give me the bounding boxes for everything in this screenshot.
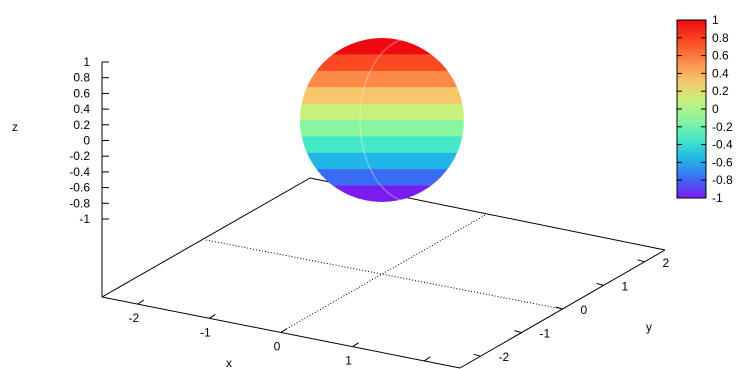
sphere-band <box>300 128 464 137</box>
y-tick-label: 2 <box>663 256 670 270</box>
colorbar-tick-label: 0.4 <box>712 66 729 80</box>
sphere-band <box>300 79 464 88</box>
y-tick-mark <box>637 259 645 263</box>
colorbar-tick-label: -0.4 <box>712 138 733 152</box>
z-tick-label: 1 <box>83 55 90 69</box>
sphere-seam <box>359 38 464 202</box>
sphere-band <box>300 152 464 162</box>
colorbar-tick-label: -1 <box>712 191 723 205</box>
colorbar-tick-label: -0.8 <box>712 173 733 187</box>
colorbar-tick-label: 0 <box>712 102 719 116</box>
sphere-band <box>300 54 464 64</box>
colorbar-tick-label: 0.2 <box>712 84 729 98</box>
sphere-band <box>300 161 464 170</box>
x-tick-mark <box>209 313 216 319</box>
z-tick-label: 0 <box>83 134 90 148</box>
x-tick-label: 1 <box>345 354 352 368</box>
z-tick-label: -0.8 <box>69 196 90 210</box>
colorbar-tick-label: -0.2 <box>712 120 733 134</box>
sphere-band <box>300 136 464 146</box>
sphere-band <box>300 38 464 47</box>
x-axis-label: x <box>226 356 232 369</box>
y-tick-mark <box>596 282 604 286</box>
sphere-band <box>300 169 464 178</box>
z-tick-label: 0.6 <box>73 86 90 100</box>
x-tick-label: -2 <box>128 311 139 325</box>
x-axis-ticks: -2 -1 0 1 2 <box>128 299 431 369</box>
z-axis-label: z <box>12 120 18 134</box>
colorbar-tick-label: 1 <box>712 13 719 27</box>
colorbar-tick-label: 0.8 <box>712 31 729 45</box>
sphere-surface <box>300 38 464 202</box>
y-tick-label: -2 <box>499 350 510 364</box>
y-tick-mark <box>555 306 563 310</box>
sphere-band <box>300 120 464 129</box>
floor-edge-back-left <box>101 177 311 298</box>
y-axis-label: y <box>646 320 652 334</box>
z-axis: 1 0.80.6 0.4 0.2 0-0.2 -0.4 -0.6-0.8 -1 <box>69 55 109 297</box>
sphere-band <box>300 70 464 80</box>
y-tick-label: -1 <box>540 327 551 341</box>
sphere-band <box>300 87 464 96</box>
z-tick-label: 0.4 <box>73 102 90 116</box>
floor-box <box>101 177 666 369</box>
x-tick-label: 0 <box>274 340 281 354</box>
z-tick-label: -1 <box>79 212 90 226</box>
z-tick-label: -0.4 <box>69 165 90 179</box>
z-tick-label: -0.2 <box>69 149 90 163</box>
y-tick-label: 1 <box>622 279 629 293</box>
z-tick-label: -0.6 <box>69 181 90 195</box>
x-tick-label: 2 <box>417 368 424 369</box>
sphere-band <box>300 103 464 113</box>
colorbar-tick-label: 0.6 <box>712 49 729 63</box>
sphere-band <box>300 62 464 72</box>
x-tick-mark <box>280 328 288 333</box>
grid-line-x0 <box>280 213 488 333</box>
y-tick-mark <box>473 353 481 357</box>
y-tick-label: 0 <box>581 303 588 317</box>
sphere-band <box>300 111 464 121</box>
z-tick-label: 0.2 <box>73 118 90 132</box>
sphere-band <box>300 177 464 187</box>
x-tick-mark <box>423 356 431 362</box>
x-tick-label: -1 <box>200 325 211 339</box>
y-tick-mark <box>514 330 522 334</box>
grid-line-y0 <box>205 239 563 310</box>
x-tick-mark <box>137 299 145 305</box>
sphere-band <box>300 46 464 55</box>
sphere-band <box>300 144 464 154</box>
x-tick-mark <box>352 342 359 348</box>
colorbar: 1 0.8 0.6 0.4 0.2 0 -0.2 -0.4 -0.6 -0.8 -1 <box>676 13 733 205</box>
z-tick-label: 0.8 <box>73 71 90 85</box>
sphere-band <box>300 193 464 202</box>
colorbar-tick-label: -0.6 <box>712 155 733 169</box>
sphere-band <box>300 95 464 105</box>
y-axis-ticks: -2 -1 0 1 2 <box>473 256 670 364</box>
sphere-band <box>300 185 464 195</box>
